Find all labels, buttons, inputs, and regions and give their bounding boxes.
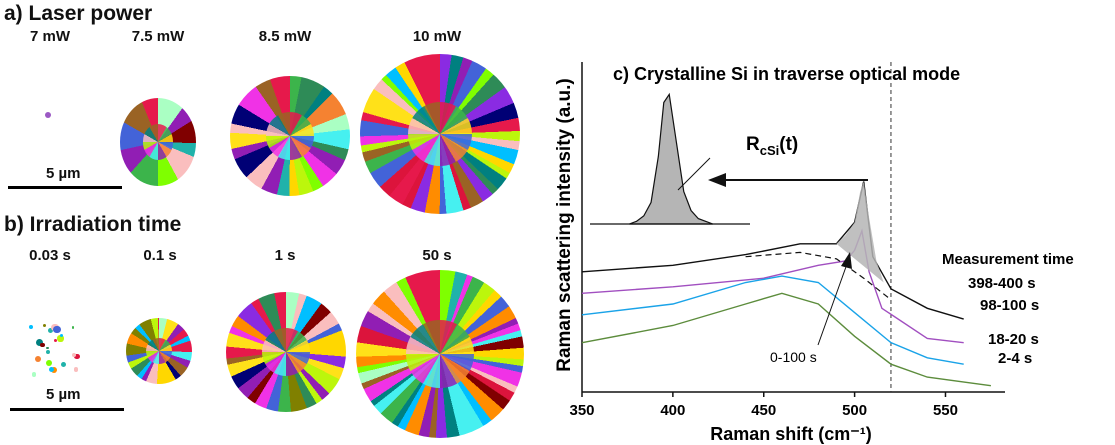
series-lines xyxy=(581,181,991,387)
grain-core xyxy=(142,124,174,160)
grain-dot xyxy=(71,326,75,329)
condition-label-7mw: 7 mW xyxy=(29,28,70,45)
grain-dot xyxy=(39,342,45,348)
grain-core xyxy=(145,337,173,365)
chart-axes xyxy=(581,62,1005,393)
chart-annotations: RcSi(t) 0-100 s xyxy=(677,134,868,365)
grain-dot xyxy=(29,325,34,330)
legend-title: Measurement time xyxy=(942,251,1074,268)
grain-core xyxy=(266,112,314,160)
series-line-3 xyxy=(581,292,991,387)
x-ticks: 350 400 450 500 550 xyxy=(569,392,958,419)
rate-leader-line xyxy=(677,157,711,191)
grain-map-0-03s xyxy=(28,322,80,378)
grain-dot xyxy=(47,328,53,334)
grain-dot xyxy=(36,338,43,346)
condition-label-50s: 50 s xyxy=(422,247,452,264)
shift-arrow-head xyxy=(708,173,726,187)
grain-core xyxy=(262,328,310,376)
grain-dot xyxy=(45,349,51,355)
grain-core xyxy=(408,102,472,166)
grain-dot xyxy=(35,355,42,362)
condition-label-0-03s: 0.03 s xyxy=(29,247,71,264)
x-tick-label: 350 xyxy=(569,402,594,419)
series-label: 18-20 s xyxy=(988,331,1039,348)
amorphous-baseline xyxy=(745,251,892,301)
scale-label-b: 5 µm xyxy=(46,386,81,403)
grain-dot xyxy=(50,367,57,374)
grain-map-50s xyxy=(356,270,524,438)
grain-map-0-1s xyxy=(126,318,192,384)
grain-dot xyxy=(42,323,46,327)
grain-dot xyxy=(71,353,76,358)
inset-peak-area xyxy=(629,92,714,225)
inset-peak xyxy=(590,92,750,225)
condition-label-0-1s: 0.1 s xyxy=(143,247,177,264)
grain-map-8-5mw xyxy=(230,76,350,196)
condition-label-1s: 1 s xyxy=(274,247,296,264)
panel-a-title: a) Laser power xyxy=(4,2,153,25)
grain-dot xyxy=(46,347,49,350)
grain-dot xyxy=(73,367,79,373)
scale-bar-a xyxy=(8,186,122,189)
x-tick-label: 550 xyxy=(933,402,958,419)
grain-dot xyxy=(61,362,67,368)
series-label: 398-400 s xyxy=(968,275,1036,292)
rate-label: RcSi(t) xyxy=(746,134,798,158)
arrow-label: 0-100 s xyxy=(770,349,817,365)
condition-label-7-5mw: 7.5 mW xyxy=(131,28,185,45)
chart-title: c) Crystalline Si in traverse optical mo… xyxy=(613,64,960,84)
condition-label-10mw: 10 mW xyxy=(412,28,462,45)
grain-dot xyxy=(48,366,54,372)
grain-map-7mw xyxy=(45,112,51,118)
main-peak-area xyxy=(836,181,884,283)
grain-dot xyxy=(53,326,61,334)
series-line-1 xyxy=(581,228,964,344)
series-labels: 398-400 s 98-100 s 18-20 s 2-4 s xyxy=(968,275,1039,367)
grain-dot xyxy=(74,354,80,360)
grain-map-7-5mw xyxy=(120,98,196,186)
grain-dot xyxy=(31,371,37,377)
scale-bar-b xyxy=(10,408,124,411)
x-tick-label: 400 xyxy=(660,402,685,419)
series-line-0 xyxy=(581,181,964,320)
x-tick-label: 500 xyxy=(842,402,867,419)
grain-map-10mw xyxy=(360,54,520,214)
grain-dot xyxy=(57,335,64,342)
y-axis-label: Raman scattering intensity (a.u.) xyxy=(554,78,575,372)
grain-core xyxy=(406,320,474,388)
x-tick-label: 450 xyxy=(751,402,776,419)
grain-dot xyxy=(46,359,52,366)
series-label: 2-4 s xyxy=(998,350,1032,367)
time-arrow-head xyxy=(841,252,852,269)
series-label: 98-100 s xyxy=(980,297,1039,314)
grain-dot xyxy=(60,334,64,338)
grain-dot xyxy=(53,338,57,342)
condition-label-8-5mw: 8.5 mW xyxy=(258,28,312,45)
raman-chart: Raman scattering intensity (a.u.) Raman … xyxy=(554,62,1074,444)
panel-b-title: b) Irradiation time xyxy=(4,213,182,236)
time-arrow-line xyxy=(817,263,848,346)
series-line-2 xyxy=(581,275,964,365)
x-axis-label: Raman shift (cm⁻¹) xyxy=(710,424,872,444)
scale-label-a: 5 µm xyxy=(46,165,81,182)
grain-map-1s xyxy=(226,292,346,412)
